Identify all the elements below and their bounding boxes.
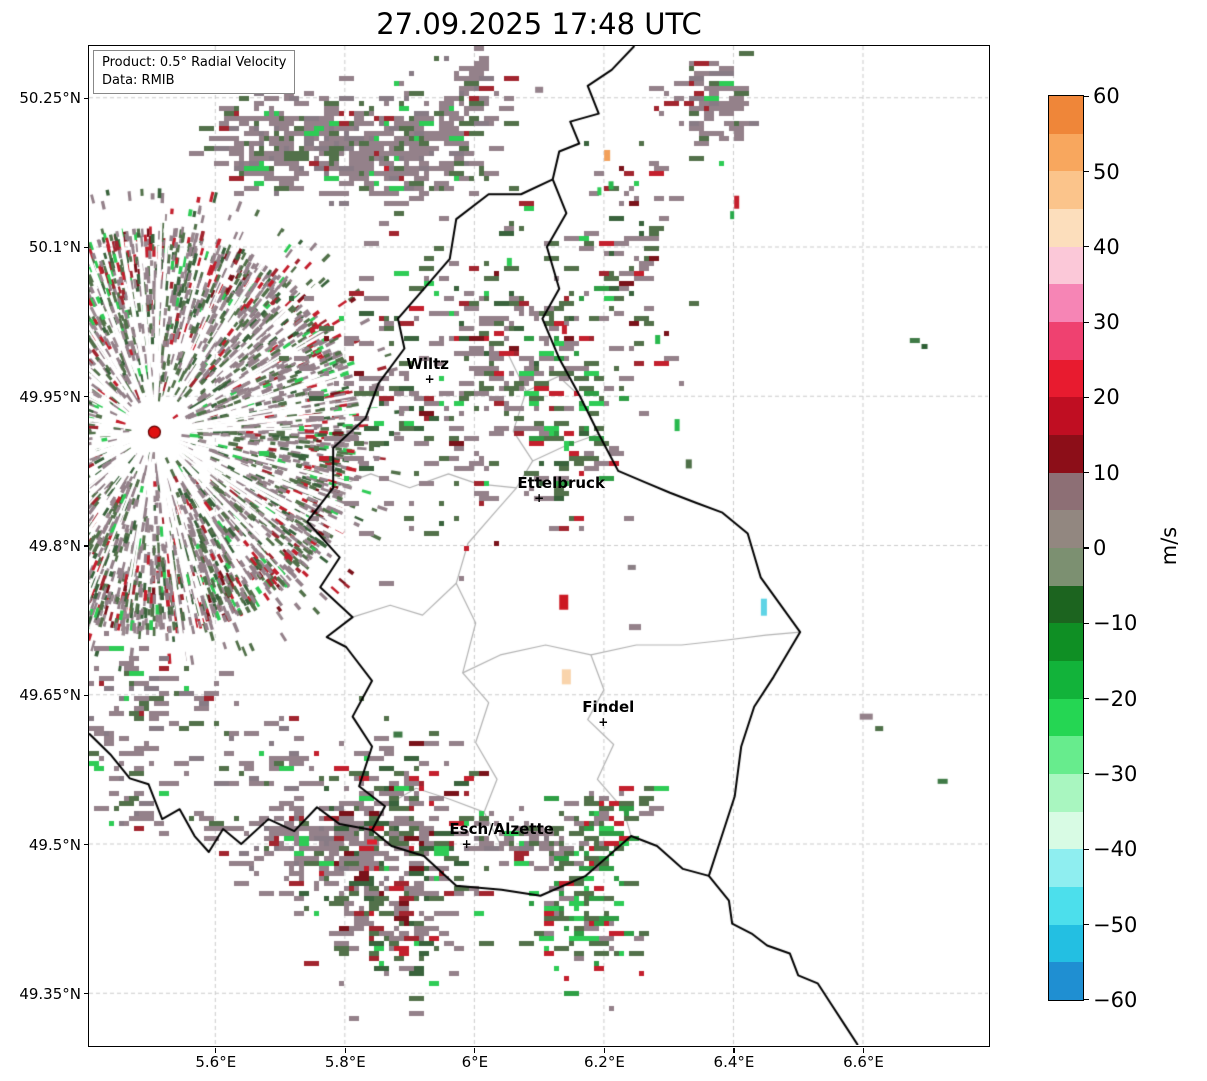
colorbar-tick-mark: [1084, 773, 1089, 775]
colorbar-tick-label: 60: [1093, 84, 1120, 109]
lon-tick-mark: [474, 1047, 476, 1053]
colorbar-segment: [1049, 510, 1083, 549]
lat-tick-mark: [83, 993, 89, 995]
colorbar-tick-mark: [1084, 95, 1089, 97]
lon-tick-label: 5.8°E: [324, 1053, 366, 1071]
city-marker: +: [461, 837, 472, 851]
colorbar-gradient: [1049, 96, 1083, 1001]
colorbar-tick-label: −50: [1093, 912, 1138, 937]
city-label: Ettelbruck: [517, 473, 605, 492]
colorbar-segment: [1049, 849, 1083, 888]
lat-tick-label: 49.65°N: [19, 686, 81, 705]
lat-tick-mark: [83, 694, 89, 696]
colorbar-segment: [1049, 171, 1083, 210]
lat-tick-mark: [83, 545, 89, 547]
lon-tick-label: 6.6°E: [843, 1053, 884, 1071]
lat-tick-mark: [83, 246, 89, 249]
colorbar-segment: [1049, 736, 1083, 775]
lat-tick-label: 49.35°N: [19, 984, 81, 1003]
colorbar-tick-mark: [1084, 547, 1089, 549]
colorbar-tick-label: 0: [1093, 536, 1107, 560]
colorbar-segment: [1049, 811, 1083, 850]
lon-tick-label: 5.6°E: [195, 1053, 237, 1071]
colorbar-segment: [1049, 397, 1083, 436]
lon-tick-mark: [603, 1047, 605, 1053]
lon-tick-mark: [344, 1047, 346, 1053]
lat-tick-label: 49.5°N: [28, 835, 81, 854]
lat-tick-mark: [83, 396, 89, 398]
colorbar-segment: [1049, 548, 1083, 586]
city-marker: +: [534, 490, 545, 505]
colorbar-tick-label: −20: [1093, 686, 1138, 711]
colorbar-tick-mark: [1084, 246, 1089, 248]
colorbar: [1048, 95, 1084, 1001]
colorbar-segment: [1049, 924, 1083, 963]
colorbar-segment: [1049, 133, 1083, 172]
product-info-box: Product: 0.5° Radial Velocity Data: RMIB: [93, 50, 296, 95]
lat-tick-label: 50.25°N: [19, 89, 81, 108]
lon-tick-mark: [215, 1047, 217, 1053]
colorbar-tick-label: −10: [1093, 611, 1138, 636]
colorbar-tick-mark: [1084, 999, 1089, 1001]
lon-tick-label: 6.4°E: [713, 1053, 755, 1071]
lon-tick-label: 6.2°E: [583, 1053, 625, 1071]
city-label: Wiltz: [406, 355, 450, 374]
figure-title: 27.09.2025 17:48 UTC: [376, 7, 702, 41]
colorbar-segment: [1049, 435, 1083, 473]
city-label: Findel: [582, 697, 635, 716]
radar-map-canvas: [89, 46, 988, 1045]
colorbar-tick-label: 20: [1093, 385, 1120, 410]
colorbar-segment: [1049, 96, 1083, 134]
colorbar-tick-label: 10: [1093, 460, 1120, 485]
product-info-line: Product: 0.5° Radial Velocity: [102, 55, 287, 70]
colorbar-segment: [1049, 284, 1083, 323]
colorbar-segment: [1049, 585, 1083, 624]
colorbar-tick-mark: [1084, 848, 1089, 850]
colorbar-tick-label: 30: [1093, 310, 1120, 335]
colorbar-segment: [1049, 661, 1083, 699]
colorbar-tick-label: −30: [1093, 761, 1138, 786]
lon-tick-label: 6°E: [461, 1053, 489, 1071]
colorbar-segment: [1049, 359, 1083, 398]
city-marker: +: [598, 714, 609, 729]
city-marker: +: [424, 372, 435, 387]
city-labels-layer: + Wiltz + Ettelbruck + Findel + Esch/Alzette: [89, 46, 989, 1046]
colorbar-tick-mark: [1084, 396, 1089, 398]
lat-tick-mark: [83, 843, 89, 846]
colorbar-segment: [1049, 962, 1083, 1001]
colorbar-tick-label: −60: [1093, 987, 1138, 1012]
colorbar-tick-mark: [1084, 698, 1089, 700]
lon-tick-mark: [733, 1047, 735, 1053]
colorbar-tick-mark: [1084, 923, 1089, 926]
colorbar-segment: [1049, 887, 1083, 925]
lat-tick-label: 49.8°N: [28, 537, 81, 555]
colorbar-segment: [1049, 472, 1083, 511]
colorbar-segment: [1049, 774, 1083, 812]
lon-tick-mark: [862, 1047, 865, 1053]
colorbar-segment: [1049, 246, 1083, 285]
colorbar-unit-label: m/s: [1157, 526, 1182, 566]
colorbar-tick-label: 50: [1093, 159, 1120, 184]
colorbar-tick-label: 40: [1093, 234, 1120, 259]
lat-tick-label: 49.95°N: [19, 387, 81, 406]
colorbar-segment: [1049, 209, 1083, 247]
colorbar-tick-mark: [1084, 472, 1089, 474]
city-label: Esch/Alzette: [449, 820, 554, 838]
lat-tick-mark: [83, 97, 89, 99]
colorbar-segment: [1049, 322, 1083, 360]
plot-area: + Wiltz + Ettelbruck + Findel + Esch/Alzette Pr…: [88, 45, 990, 1047]
colorbar-tick-label: −40: [1093, 837, 1138, 862]
colorbar-segment: [1049, 698, 1083, 737]
colorbar-tick-mark: [1084, 170, 1089, 173]
lat-tick-label: 50.1°N: [28, 238, 81, 257]
data-source-line: Data: RMIB: [102, 72, 175, 88]
colorbar-tick-mark: [1084, 622, 1089, 624]
colorbar-segment: [1049, 623, 1083, 662]
colorbar-tick-mark: [1084, 321, 1089, 323]
